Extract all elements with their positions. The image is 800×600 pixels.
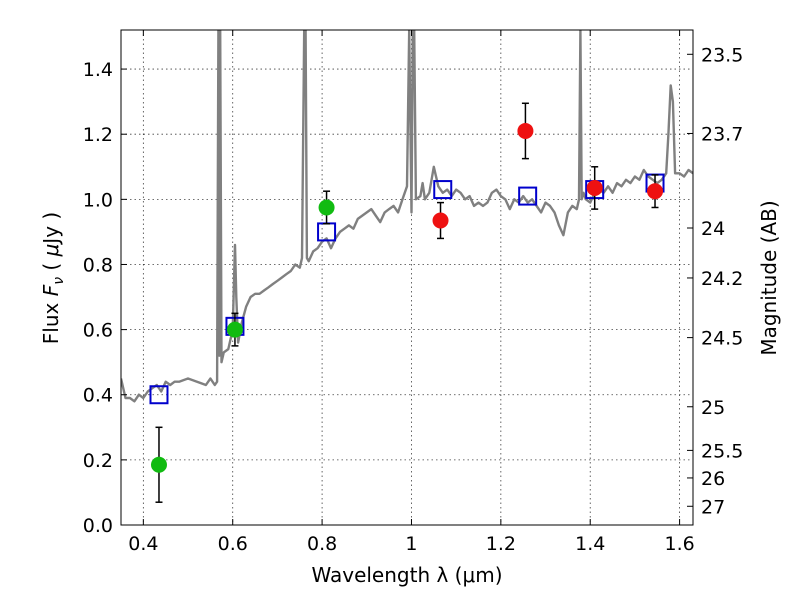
right-tick-label: 26 xyxy=(701,468,725,490)
data-point xyxy=(318,199,335,216)
data-point xyxy=(226,321,243,338)
y-tick-label: 1.0 xyxy=(83,189,113,211)
model-square-marker xyxy=(518,186,538,206)
y-tick-label: 0.6 xyxy=(83,320,113,342)
data-point xyxy=(432,212,449,229)
y-tick-label: 1.2 xyxy=(83,124,113,146)
y-tick-label: 0.8 xyxy=(83,254,113,276)
x-axis-label: Wavelength λ (μm) xyxy=(311,563,502,587)
model-square-marker xyxy=(433,180,453,200)
right-axis-label: Magnitude (AB) xyxy=(757,200,781,355)
x-tick-label: 1 xyxy=(405,533,417,555)
data-point xyxy=(647,183,664,200)
x-tick-label: 0.6 xyxy=(218,533,248,555)
y-tick-label: 0.4 xyxy=(83,385,113,407)
x-tick-label: 1.4 xyxy=(575,533,605,555)
right-tick-label: 24.5 xyxy=(701,328,743,350)
data-layer xyxy=(121,30,693,503)
data-point xyxy=(150,456,167,473)
x-tick-label: 0.4 xyxy=(128,533,158,555)
x-tick-label: 0.8 xyxy=(307,533,337,555)
right-tick-label: 24.2 xyxy=(701,268,743,290)
y-tick-label: 1.4 xyxy=(83,59,113,81)
right-tick-label: 25.5 xyxy=(701,440,743,462)
y-tick-label: 0.0 xyxy=(83,515,113,537)
right-tick-label: 27 xyxy=(701,496,725,518)
right-tick-label: 23.7 xyxy=(701,123,743,145)
right-tick-label: 25 xyxy=(701,397,725,419)
right-tick-label: 24 xyxy=(701,218,725,240)
x-tick-label: 1.2 xyxy=(486,533,516,555)
x-tick-label: 1.6 xyxy=(664,533,694,555)
ticks: 0.4 0.6 0.8 1 1.2 1.4 1.6 0.0 0.2 0.4 0.6 0.8 1.0 1.2… xyxy=(83,30,743,555)
y-axis-label: Flux Fν ( μJy ) xyxy=(39,212,67,344)
right-tick-label: 23.5 xyxy=(701,44,743,66)
data-point xyxy=(586,179,603,196)
model-square-marker xyxy=(149,385,169,405)
data-point xyxy=(517,122,534,139)
y-tick-label: 0.2 xyxy=(83,450,113,472)
